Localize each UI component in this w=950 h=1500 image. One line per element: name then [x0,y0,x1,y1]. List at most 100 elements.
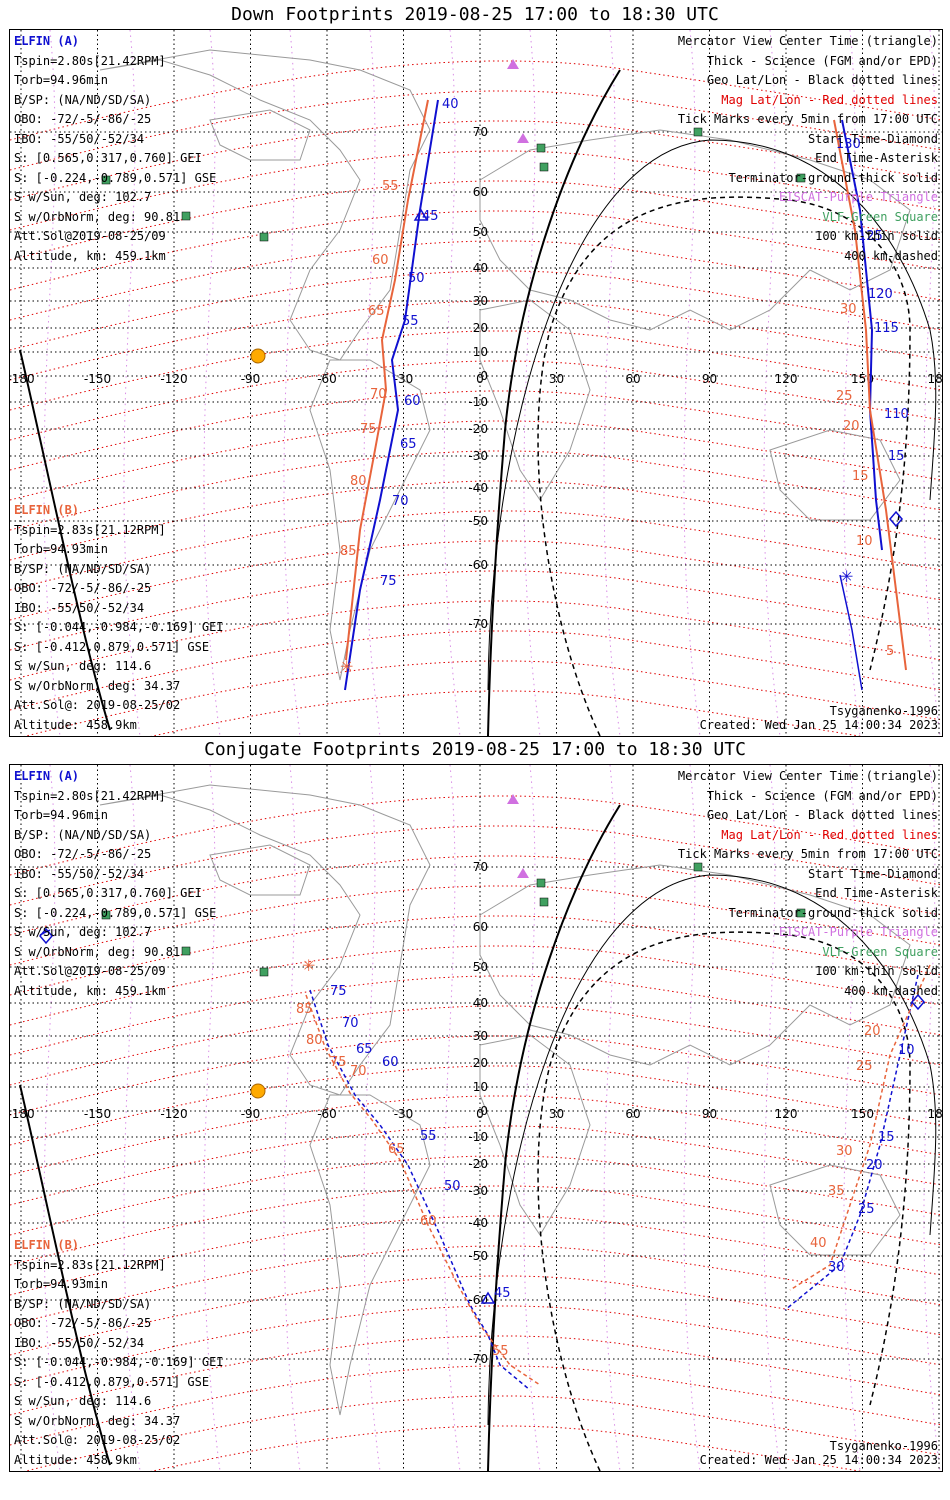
continent-outline [99,49,431,361]
sat-b-tick-label: 70 [370,387,387,402]
vlf-square-icon [101,175,111,185]
vlf-square-icon [539,897,549,907]
legend-line: 100 km-thin solid [815,964,938,978]
sat-b-tick-label: 35 [828,1184,845,1199]
lon-tick-label: -120 [160,372,187,386]
mag-lat-line [10,1035,942,1116]
created-label: Created: Wed Jan 25 14:00:34 2023 [699,1453,938,1467]
sat-a-tick-label: 65 [400,437,417,452]
sat-a-line: Altitude, km: 459.1km [14,248,166,263]
lat-tick-label: -60 [468,1293,488,1307]
mag-lon-line [203,765,221,1471]
lat-tick-label: -20 [468,422,488,436]
sat-a-tick-label: 15 [888,449,905,464]
continent-outline [99,784,431,1096]
lat-tick-label: 30 [473,1029,488,1043]
sat-a-line: OBO: -72/-5/-86/-25 [14,112,152,126]
vlf-square-icon [259,232,269,242]
sat-a-line: S: [0.565,0.317,0.760] GEI [14,886,202,900]
lat-tick-label: -10 [468,395,488,409]
sat-a-tick-label: 20 [866,1158,883,1173]
lon-tick-label: -180 [10,1107,35,1121]
sat-b-tick-label: 40 [810,1236,827,1251]
mag-lon-line [203,30,221,736]
lat-tick-label: -40 [468,1216,488,1230]
sat-b-line: Tspin=2.83s[21.12RPM] [14,522,166,537]
sat-a-track [309,989,531,1391]
continent-outline [479,299,591,501]
legend-line: Mercator View Center Time (triangle) [677,769,938,783]
mag-lon-line [363,765,381,1471]
vlf-square-icon [693,862,703,872]
map-canvas: -180-150-120-90-60-300306090120150180706… [10,30,942,736]
lat-tick-label: -40 [468,481,488,495]
sat-b-line: S: [-0.044,-0.984,-0.169] GEI [14,620,224,634]
sat-a-line: S: [-0.224,-0.789,0.571] GSE [14,905,217,920]
start-diamond-icon [39,927,53,945]
lon-tick-label: 30 [549,1107,564,1121]
sat-a-line: Tspin=2.80s[21.42RPM] [14,788,166,803]
sat-a-tick-label: 75 [330,984,347,999]
sat-b-tick-label: 85 [296,1002,313,1017]
lat-tick-label: -70 [468,617,488,631]
vlf-square-icon [539,162,549,172]
sat-b-line: S w/OrbNorm, deg: 34.37 [14,678,181,693]
lat-tick-label: -60 [468,558,488,572]
sun-icon [250,348,266,364]
legend-line: Start Time-Diamond [807,866,938,881]
legend-line: Terminator-ground-thick solid [728,905,938,920]
sat-a-tick-label: 40 [442,97,459,112]
sat-b-line: S w/Sun, deg: 114.6 [14,1394,152,1408]
sat-a-tick-label: 50 [408,271,425,286]
vlf-square-icon [796,173,806,183]
panel-title-conjugate: Conjugate Footprints 2019-08-25 17:00 to… [204,739,746,760]
legend-line: Thick - Science (FGM and/or EPD) [706,53,938,68]
sat-a-line: IBO: -55/50/-52/34 [14,866,145,881]
lon-tick-label: -120 [160,1107,187,1121]
lon-tick-label: 0 [476,1107,484,1121]
map-canvas: -180-150-120-90-60-300306090120150180706… [10,765,942,1471]
lat-tick-label: -10 [468,1130,488,1144]
lat-tick-label: 60 [473,185,488,199]
mag-lon-line [43,765,61,1471]
legend-line: EISCAT-Purple Triangle [779,190,938,204]
lon-tick-label: 150 [851,1107,874,1121]
lat-tick-label: 60 [473,920,488,934]
footer-right: Tsyganenko-1996 Created: Wed Jan 25 14:0… [700,1439,938,1467]
model-label: Tsyganenko-1996 [829,704,938,718]
lon-tick-label: -150 [84,1107,111,1121]
sat-b-track [345,99,429,661]
map-panel-conjugate: -180-150-120-90-60-300306090120150180706… [9,764,943,1472]
sat-b-line: IBO: -55/50/-52/34 [14,1335,145,1350]
lon-tick-label: -60 [317,1107,337,1121]
sat-b-tick-label: 30 [840,302,857,317]
sat-a-line: IBO: -55/50/-52/34 [14,131,145,146]
legend-line: Geo Lat/Lon - Black dotted lines [706,808,938,822]
sat-a-tick-label: 120 [868,287,893,302]
sat-b-tick-label: 85 [340,544,357,559]
sat-a-tick-label: 45 [494,1286,511,1301]
mag-lon-line [603,30,621,736]
legend-line: End Time-Asterisk [815,151,938,165]
eiscat-triangle-icon [507,794,519,804]
sat-a-track [839,574,863,691]
sat-a-tick-label: 110 [884,407,909,422]
continent-outline [479,1034,591,1236]
sat-a-tick-label: 75 [380,574,397,589]
sat-b-tick-label: 5 [886,644,894,659]
mag-lat-line [10,1005,942,1086]
legend-line: Mercator View Center Time (triangle) [677,34,938,48]
sat-a-line: S w/OrbNorm, deg: 90.81 [14,209,181,224]
legend-line: 100 km-thin solid [815,229,938,243]
sat-b-tick-label: 75 [360,422,377,437]
lat-tick-label: 20 [473,1056,488,1070]
sat-b-line: Att.Sol@: 2019-08-25/02 [14,698,181,712]
vlf-square-icon [536,143,546,153]
mag-lon-line [523,30,541,736]
sat-a-line: Torb=94.96min [14,808,108,822]
center-time-triangle-icon [413,208,429,221]
sat-a-tick-label: 70 [342,1016,359,1031]
lat-tick-label: 70 [473,860,488,874]
sat-a-line: B/SP: (NA/ND/SD/SA) [14,827,152,842]
mag-lon-line [363,30,381,736]
